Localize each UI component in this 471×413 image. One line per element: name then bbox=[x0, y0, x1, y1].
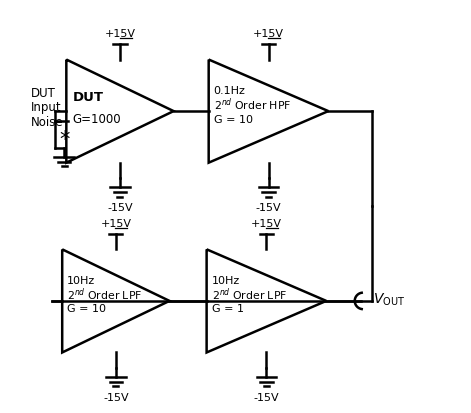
Text: G = 1: G = 1 bbox=[211, 304, 244, 313]
Text: +15V: +15V bbox=[105, 29, 136, 39]
Text: G = 10: G = 10 bbox=[67, 304, 106, 313]
Text: -15V: -15V bbox=[107, 202, 133, 212]
Text: 2$^{nd}$ Order LPF: 2$^{nd}$ Order LPF bbox=[211, 285, 287, 302]
Text: 2$^{nd}$ Order HPF: 2$^{nd}$ Order HPF bbox=[214, 96, 291, 113]
Text: +15V: +15V bbox=[253, 29, 284, 39]
Text: Noise: Noise bbox=[31, 116, 64, 128]
Text: Input: Input bbox=[31, 101, 62, 114]
Text: 0.1Hz: 0.1Hz bbox=[214, 86, 245, 96]
Text: DUT: DUT bbox=[31, 87, 56, 100]
Text: -15V: -15V bbox=[256, 202, 281, 212]
Text: 10Hz: 10Hz bbox=[211, 275, 240, 285]
Text: G = 10: G = 10 bbox=[214, 114, 252, 124]
Text: *: * bbox=[59, 130, 69, 150]
Text: $V_{\rm OUT}$: $V_{\rm OUT}$ bbox=[373, 291, 405, 307]
Text: +15V: +15V bbox=[251, 218, 282, 228]
Text: DUT: DUT bbox=[73, 91, 104, 104]
Text: G=1000: G=1000 bbox=[73, 113, 121, 126]
Text: -15V: -15V bbox=[103, 392, 129, 402]
Text: +15V: +15V bbox=[100, 218, 131, 228]
Text: -15V: -15V bbox=[253, 392, 279, 402]
Text: 2$^{nd}$ Order LPF: 2$^{nd}$ Order LPF bbox=[67, 285, 142, 302]
Text: 10Hz: 10Hz bbox=[67, 275, 96, 285]
